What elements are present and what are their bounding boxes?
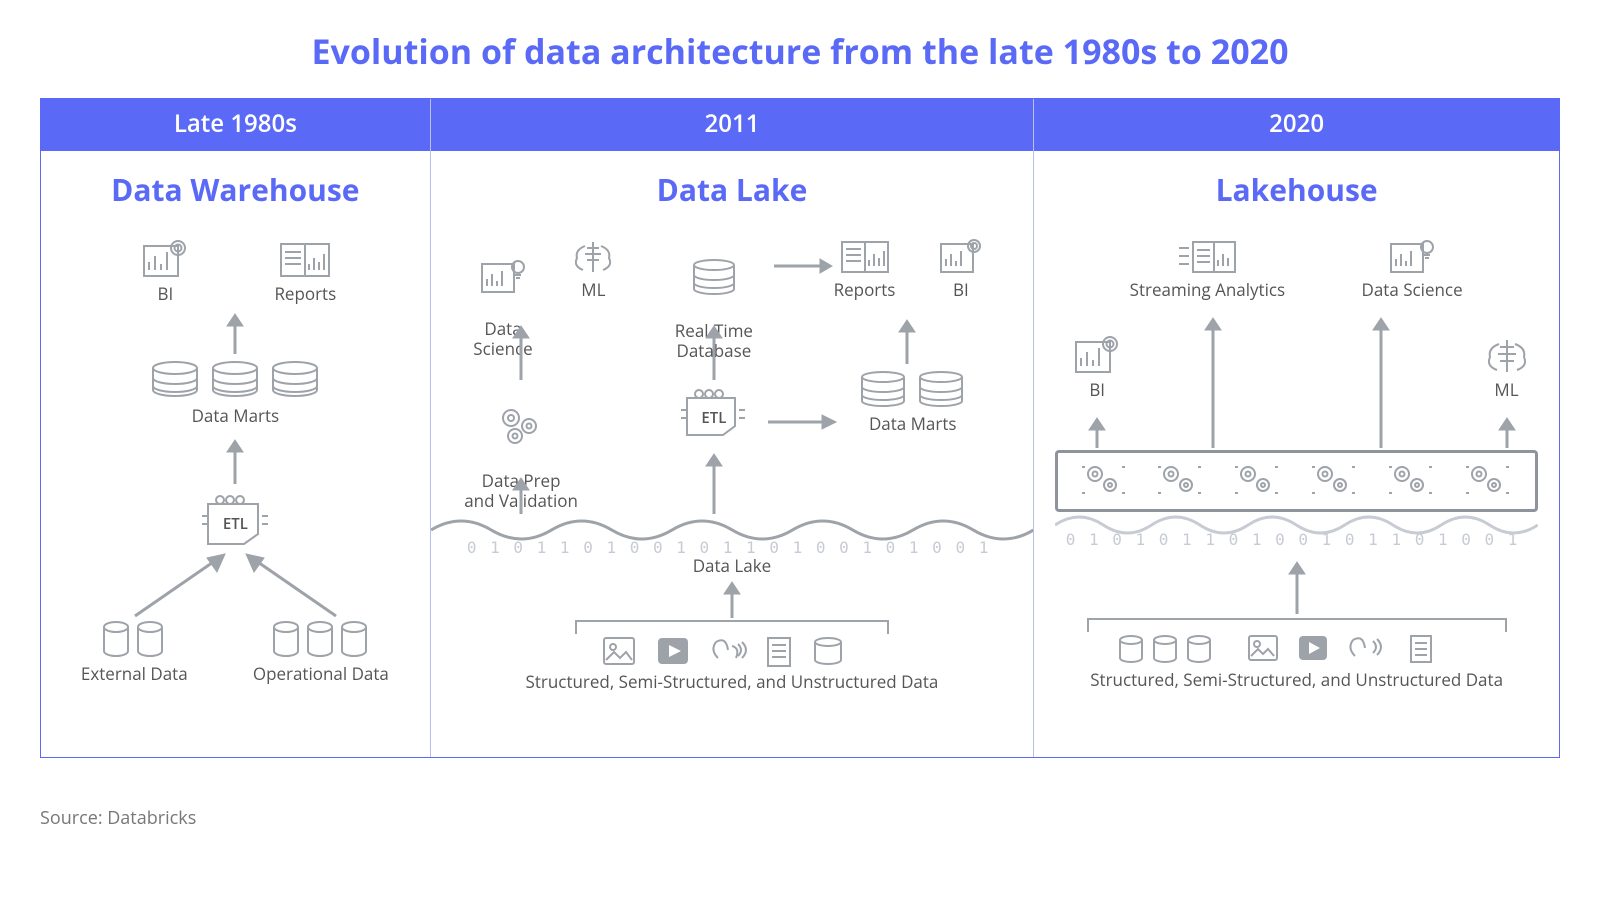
brain-icon <box>1484 336 1530 376</box>
bracket-sources <box>575 620 888 622</box>
node-ops-label: Operational Data <box>253 662 389 685</box>
arrow-etl2-right <box>768 412 838 432</box>
arrow-etl2-up <box>704 324 724 380</box>
node-src3-label: Structured, Semi-Structured, and Unstruc… <box>1037 670 1557 690</box>
arch-title-lakehouse: Lakehouse <box>1034 151 1559 220</box>
bracket-sources-3 <box>1087 618 1507 620</box>
bi-chart-icon <box>939 238 983 276</box>
gear-unit-icon <box>1308 461 1362 501</box>
cyl-pair-icon <box>101 620 167 660</box>
node-ext: External Data <box>59 620 209 684</box>
node-marts-label: Data Marts <box>192 404 280 427</box>
node-reports: Reports <box>260 240 350 304</box>
node-ops: Operational Data <box>231 620 411 684</box>
arrow-ops-diag <box>234 548 344 624</box>
node-marts2-label: Data Marts <box>869 412 957 435</box>
node-bi: BI <box>125 240 205 304</box>
arrow-lh-ds <box>1371 316 1391 448</box>
gear-unit-icon <box>1078 461 1132 501</box>
node-etl: ETL <box>190 490 280 550</box>
node-reports-label: Reports <box>274 282 336 305</box>
node-marts2: Data Marts <box>833 370 993 434</box>
era-head-2020: 2020 <box>1034 99 1559 151</box>
arrow-marts-up <box>225 312 245 354</box>
node-ds3-label: Data Science <box>1362 278 1463 301</box>
arrow-lh-ml <box>1497 416 1517 448</box>
node-rep2: Reports <box>820 238 910 300</box>
node-stream: Streaming Analytics <box>1102 238 1312 300</box>
node-etl2-label: ETL <box>701 410 726 427</box>
node-ml-label: ML <box>581 278 605 301</box>
gears-icon <box>495 404 547 448</box>
node-etl-label: ETL <box>223 516 248 533</box>
page-title: Evolution of data architecture from the … <box>40 28 1560 74</box>
node-etl2: ETL <box>669 386 759 442</box>
db-pair-icon <box>858 370 968 410</box>
stage-warehouse: BI Reports <box>41 220 430 757</box>
arrow-prep-up <box>511 324 531 380</box>
db-single-icon <box>690 258 738 298</box>
node-src2: Structured, Semi-Structured, and Unstruc… <box>462 634 1002 692</box>
stage-lakehouse: Streaming Analytics Data Science BI <box>1034 220 1559 757</box>
node-bi3-label: BI <box>1089 378 1105 401</box>
node-ext-label: External Data <box>81 662 188 685</box>
node-ml3: ML <box>1472 336 1542 400</box>
bi-chart-icon <box>142 240 188 280</box>
report-icon <box>840 238 890 276</box>
media-row-icon <box>602 634 862 668</box>
arrow-lh-sa <box>1203 316 1223 448</box>
node-ds3: Data Science <box>1337 238 1487 300</box>
db-row3-icon <box>150 360 320 402</box>
column-lakehouse: 2020 Lakehouse Streaming Analytics <box>1034 99 1559 757</box>
era-head-2011: 2011 <box>431 99 1034 151</box>
arch-title-datalake: Data Lake <box>431 151 1034 220</box>
node-marts: Data Marts <box>135 360 335 426</box>
stream-icon <box>1177 238 1237 276</box>
arrow-src3-up <box>1287 560 1307 614</box>
arrow-etl-up <box>225 438 245 484</box>
node-stream-label: Streaming Analytics <box>1130 278 1285 301</box>
lake-label-text: Data Lake <box>693 554 772 577</box>
gear-unit-icon <box>1462 461 1516 501</box>
node-src2-label: Structured, Semi-Structured, and Unstruc… <box>462 672 1002 692</box>
arrow-src2-up <box>722 580 742 618</box>
stage-datalake: Data Science ML Real-Time Database <box>431 220 1034 757</box>
era-head-1980s: Late 1980s <box>41 99 430 151</box>
gear-unit-icon <box>1231 461 1285 501</box>
node-bi-label: BI <box>158 282 174 305</box>
lakehouse-box <box>1055 450 1538 512</box>
node-ml3-label: ML <box>1494 378 1518 401</box>
arrow-lake-prep <box>511 476 531 514</box>
arrow-lh-bi <box>1087 416 1107 448</box>
gear-unit-icon <box>1385 461 1439 501</box>
binary-text: 0 1 0 1 0 1 1 0 1 0 0 1 0 1 1 0 1 0 0 1 … <box>1066 530 1528 549</box>
bi-chart-icon <box>1074 336 1120 376</box>
brain-icon <box>571 238 615 276</box>
evolution-panel: Late 1980s Data Warehouse BI <box>40 98 1560 758</box>
bi-bulb-icon <box>1389 238 1435 276</box>
column-datalake: 2011 Data Lake Data Science ML <box>431 99 1035 757</box>
arrow-lake-etl <box>704 452 724 514</box>
column-warehouse: Late 1980s Data Warehouse BI <box>41 99 431 757</box>
node-bi2: BI <box>926 238 996 300</box>
gear-unit-icon <box>1154 461 1208 501</box>
node-bi2-label: BI <box>953 278 969 301</box>
arch-title-warehouse: Data Warehouse <box>41 151 430 220</box>
node-bi3: BI <box>1062 336 1132 400</box>
report-icon <box>279 240 331 280</box>
node-rep2-label: Reports <box>834 278 896 301</box>
node-ml: ML <box>558 238 628 300</box>
node-ds: Data Science <box>458 238 548 358</box>
bi-bulb-icon <box>480 258 526 296</box>
media-row-wide-icon <box>1117 632 1477 666</box>
node-src3: Structured, Semi-Structured, and Unstruc… <box>1037 632 1557 690</box>
arrow-ext-diag <box>127 548 237 624</box>
node-lake-label: Data Lake <box>693 556 772 576</box>
source-attribution: Source: Databricks <box>40 806 1560 830</box>
arrow-marts2-up <box>897 318 917 364</box>
cyl-trio-icon <box>271 620 371 660</box>
